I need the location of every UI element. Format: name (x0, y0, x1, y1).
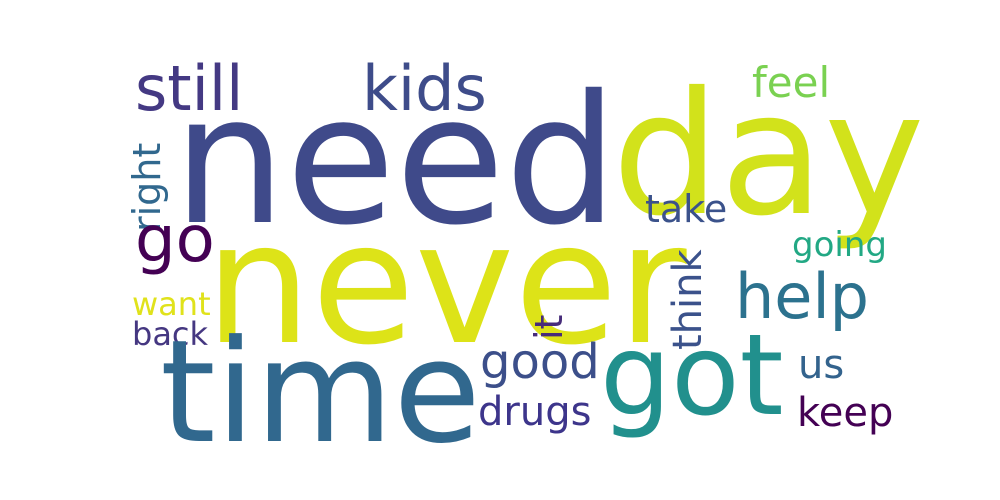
word-drugs: drugs (478, 389, 592, 435)
word-go: go (135, 203, 215, 277)
word-never: never (205, 186, 687, 382)
word-got: got (600, 311, 784, 441)
word-want: want (132, 285, 211, 323)
word-still: still (135, 52, 244, 125)
word-kids: kids (362, 52, 487, 125)
word-need: need (173, 57, 618, 264)
word-us: us (798, 342, 845, 388)
word-day: day (612, 56, 925, 254)
word-time: time (160, 310, 481, 475)
word-help: help (735, 260, 870, 333)
word-feel: feel (752, 58, 831, 107)
word-keep: keep (797, 390, 894, 436)
word-take: take (645, 187, 728, 231)
word-back: back (132, 315, 209, 353)
word-good: good (480, 334, 600, 390)
word-going: going (792, 225, 887, 265)
